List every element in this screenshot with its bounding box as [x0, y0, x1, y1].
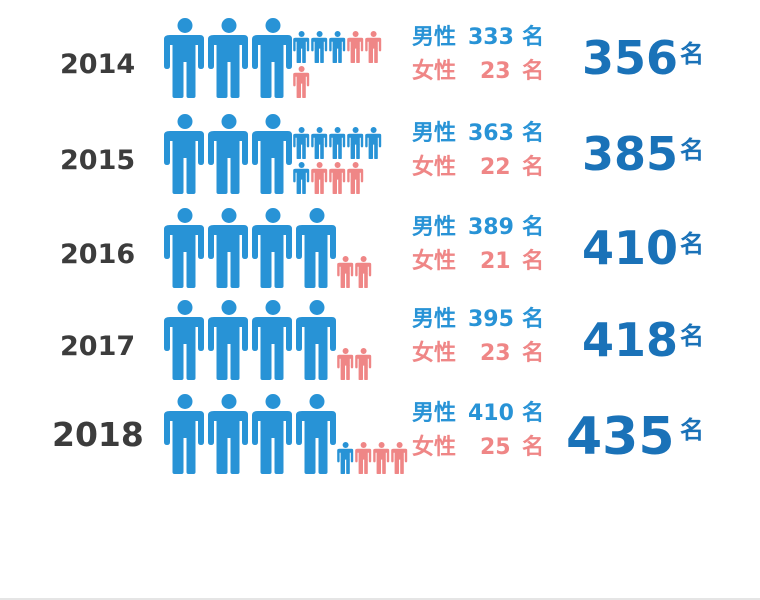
- person-icon-small: [355, 348, 372, 380]
- person-icon-small: [311, 162, 328, 194]
- person-icon-large: [164, 208, 204, 288]
- female-count-label: 女性 23 名: [412, 58, 544, 84]
- row-2017: 2017 男性 395 名女性 23 名 418 名: [60, 306, 704, 367]
- male-count-label: 男性 389 名: [412, 214, 544, 240]
- total-unit: 名: [680, 416, 704, 444]
- person-icon-small: [329, 162, 346, 194]
- row-2015: 2015 男性 363 名女性 22 名 385 名: [60, 120, 704, 181]
- person-icon-small: [293, 66, 310, 98]
- person-icon-large: [208, 394, 248, 474]
- year-label: 2018: [52, 415, 144, 454]
- total-unit: 名: [680, 136, 704, 164]
- total-value: 410: [582, 221, 678, 275]
- person-icon-small: [337, 348, 354, 380]
- person-icon-small: [355, 256, 372, 288]
- total-value: 385: [582, 127, 678, 181]
- person-icon-large: [208, 208, 248, 288]
- person-icon-small: [293, 162, 310, 194]
- person-icon-large: [252, 208, 292, 288]
- person-icon-large: [296, 300, 336, 380]
- row-2016: 2016 男性 389 名女性 21 名 410 名: [60, 214, 704, 275]
- bottom-divider: [0, 598, 760, 600]
- person-icon-large: [208, 18, 248, 98]
- year-label: 2015: [60, 145, 135, 176]
- row-2014: 2014 男性 333 名女性 23 名 356 名: [60, 24, 704, 85]
- person-icon-large: [252, 18, 292, 98]
- person-icon-large: [296, 208, 336, 288]
- female-count-label: 女性 21 名: [412, 248, 544, 274]
- male-count-label: 男性 410 名: [412, 400, 544, 426]
- person-icon-large: [252, 394, 292, 474]
- male-count-label: 男性 363 名: [412, 120, 544, 146]
- person-icon-large: [164, 18, 204, 98]
- person-icon-large: [164, 394, 204, 474]
- person-icon-small: [329, 127, 346, 159]
- female-count-label: 女性 22 名: [412, 154, 544, 180]
- male-count-label: 男性 395 名: [412, 306, 544, 332]
- person-icon-small: [347, 127, 364, 159]
- year-label: 2017: [60, 331, 135, 362]
- total-unit: 名: [680, 40, 704, 68]
- total-value: 356: [582, 31, 678, 85]
- total-unit: 名: [680, 322, 704, 350]
- person-icon-small: [311, 31, 328, 63]
- row-2018: 2018 男性 410 名女性 25 名 435 名: [52, 400, 704, 467]
- male-count-label: 男性 333 名: [412, 24, 544, 50]
- total-value: 435: [566, 407, 675, 467]
- total-unit: 名: [680, 230, 704, 258]
- year-label: 2014: [60, 49, 135, 80]
- person-icon-small: [355, 442, 372, 474]
- person-icon-small: [365, 127, 382, 159]
- total-value: 418: [582, 313, 678, 367]
- female-count-label: 女性 25 名: [412, 434, 544, 460]
- year-label: 2016: [60, 239, 135, 270]
- female-count-label: 女性 23 名: [412, 340, 544, 366]
- person-icon-small: [365, 31, 382, 63]
- person-icon-small: [337, 442, 354, 474]
- person-icon-small: [293, 31, 310, 63]
- person-icon-small: [373, 442, 390, 474]
- person-icon-small: [391, 442, 408, 474]
- person-icon-large: [296, 394, 336, 474]
- person-icon-small: [311, 127, 328, 159]
- person-icon-large: [252, 114, 292, 194]
- person-icon-small: [347, 162, 364, 194]
- person-icon-large: [164, 300, 204, 380]
- person-icon-small: [347, 31, 364, 63]
- person-icon-small: [293, 127, 310, 159]
- person-icon-large: [252, 300, 292, 380]
- person-icon-large: [164, 114, 204, 194]
- person-icon-large: [208, 300, 248, 380]
- person-icon-small: [337, 256, 354, 288]
- person-icon-large: [208, 114, 248, 194]
- person-icon-small: [329, 31, 346, 63]
